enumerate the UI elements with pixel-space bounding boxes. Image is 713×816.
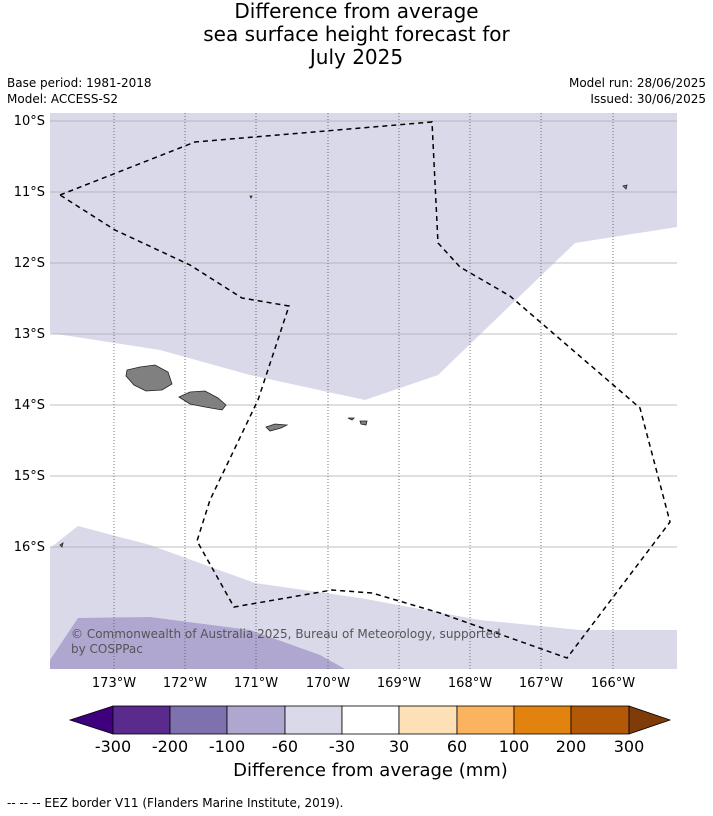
lon-label: 169°W [377,676,421,691]
lat-label: 10°S [14,114,45,129]
colorbar-segment [456,705,515,735]
colorbar-tick: 100 [499,737,530,756]
colorbar-segment [570,705,630,735]
lat-gridlines [50,120,677,548]
land-islet-2 [59,542,64,548]
colorbar-segment [284,705,343,735]
chart-title: Difference from average sea surface heig… [0,0,713,69]
map-area: © Commonwealth of Australia 2025, Bureau… [50,113,677,669]
title-line-1: Difference from average [234,0,479,23]
model-run: Model run: 28/06/2025 [568,76,706,90]
lon-label: 170°W [306,676,350,691]
lat-label: 11°S [14,185,45,200]
base-period: Base period: 1981-2018 [7,76,152,90]
title-line-3: July 2025 [309,45,404,69]
colorbar-segment [226,705,286,735]
model-name: Model: ACCESS-S2 [7,92,119,106]
copyright-line-1: © Commonwealth of Australia 2025, Bureau… [71,627,501,641]
colorbar-segment [169,705,228,735]
lon-label: 166°W [591,676,635,691]
eez-footnote: -- -- -- EEZ border V11 (Flanders Marine… [7,796,344,810]
colorbar-tick: -300 [95,737,131,756]
land-islet-1 [249,195,253,199]
lat-labels: 10°S 11°S 12°S 13°S 14°S 15°S 16°S [14,114,45,555]
anomaly-region-southwest [50,617,345,669]
lon-label: 167°W [519,676,563,691]
lat-label: 13°S [14,327,45,342]
land-upolu [178,390,227,411]
colorbar-segment [341,705,400,735]
lon-label: 171°W [234,676,278,691]
colorbar-tick: 60 [447,737,467,756]
colorbar-segment [398,705,458,735]
colorbar-tick: -200 [152,737,188,756]
title-line-2: sea surface height forecast for [203,22,510,46]
colorbar-tick: 30 [389,737,409,756]
land-tutuila [265,423,289,432]
colorbar-extend-high [628,705,672,735]
colorbar-tick: -100 [209,737,245,756]
anomaly-region-north [50,113,677,400]
eez-border [58,121,671,659]
colorbar [68,705,672,735]
land-savaii [125,364,173,392]
lon-label: 172°W [163,676,207,691]
land-swains [622,184,628,190]
lon-label: 168°W [448,676,492,691]
colorbar-title: Difference from average (mm) [233,760,508,781]
land-masses [59,184,628,548]
issued-date: Issued: 30/06/2025 [590,92,706,106]
lon-labels: 173°W 172°W 171°W 170°W 169°W 168°W 167°… [92,676,635,691]
lat-label: 16°S [14,540,45,555]
colorbar-segment [513,705,572,735]
lat-label: 12°S [14,256,45,271]
colorbar-tick: 200 [556,737,587,756]
lon-label: 173°W [92,676,136,691]
meta-right: Model run: 28/06/2025 Issued: 30/06/2025 [569,75,706,107]
lat-label: 15°S [14,469,45,484]
colorbar-segment [112,705,171,735]
lat-label: 14°S [14,398,45,413]
land-manua-2 [359,420,368,426]
colorbar-extend-low [68,705,114,735]
land-manua-1 [347,417,355,421]
colorbar-tick: -60 [272,737,298,756]
colorbar-tick: -30 [329,737,355,756]
copyright-line-2: by COSPPac [71,642,143,656]
colorbar-ticks: -300 -200 -100 -60 -30 30 60 100 200 300 [95,737,644,756]
colorbar-tick: 300 [614,737,645,756]
meta-left: Base period: 1981-2018 Model: ACCESS-S2 [7,75,152,107]
